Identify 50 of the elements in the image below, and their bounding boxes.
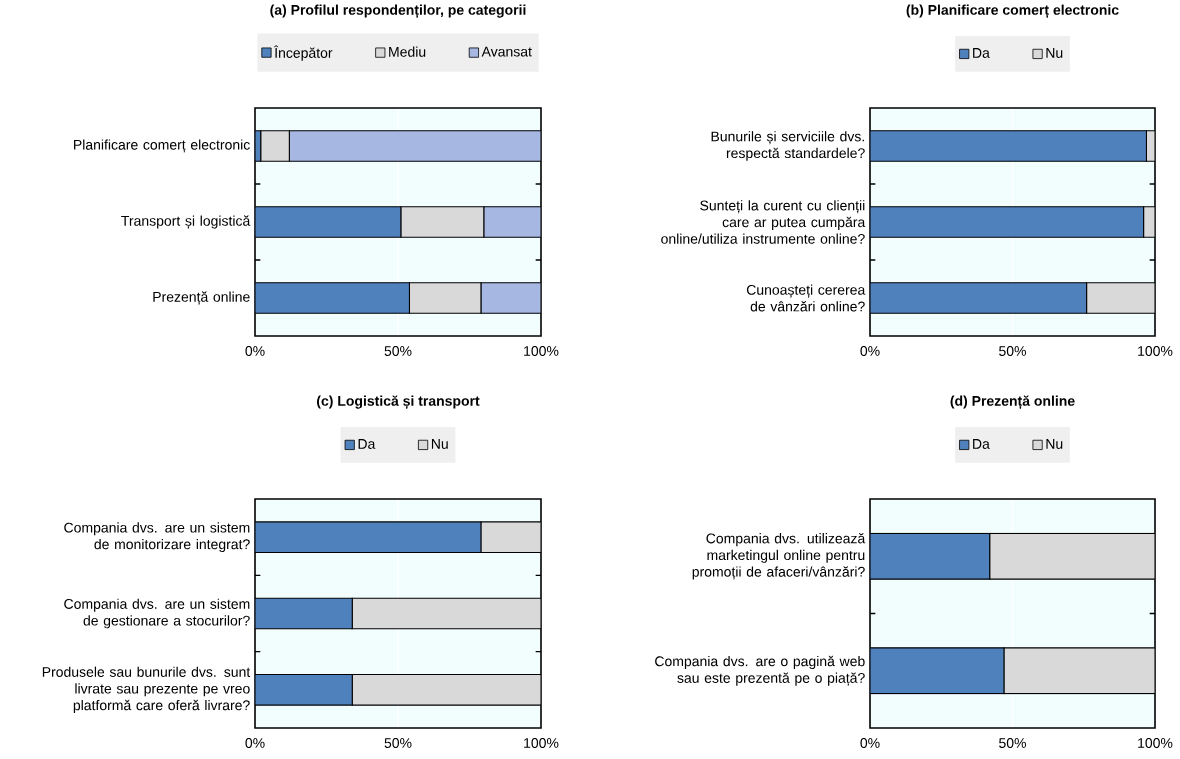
y-tick-label: Compania dvs. utilizează marketingul online pentru promoții de afaceri/vânzări? <box>692 532 866 580</box>
y-tick-label: Prezență online <box>153 291 250 305</box>
y-tick-label: Bunurile și serviciile dvs. respectă standardele? <box>711 131 865 161</box>
legend-label: Da <box>358 439 376 449</box>
bar <box>480 521 541 553</box>
y-tick-label: Sunteți la curent cu clienții care ar putea cumpăra online/utiliza instrumente online? <box>661 200 866 244</box>
bar <box>255 674 353 706</box>
legend-label: Nu <box>431 439 448 449</box>
bar <box>288 130 541 162</box>
y-tick-label: Compania dvs. are o pagină web sau este prezentă pe o piață? <box>655 655 865 686</box>
x-tick-label: 100% <box>524 346 559 356</box>
legend-label: Mediu <box>389 46 426 57</box>
chart-title: (b) Planificare comerț electronic <box>906 4 1119 18</box>
chart-title: (d) Prezență online <box>950 395 1075 409</box>
x-tick-label: 50% <box>384 738 412 748</box>
y-tick-label: Planificare comerț electronic <box>74 139 250 153</box>
legend-label: Nu <box>1046 439 1063 449</box>
bar <box>255 521 482 553</box>
y-tick-label: Compania dvs. are un sistem de monitorizare integrat? <box>64 522 250 553</box>
legend-label: Începător <box>273 45 333 61</box>
bar <box>870 130 1147 162</box>
chart-title: (a) Profilul respondenților, pe categorii <box>270 4 526 18</box>
bar <box>351 674 541 706</box>
x-tick-label: 50% <box>999 346 1026 356</box>
bar <box>870 282 1088 314</box>
bar <box>255 282 410 314</box>
x-tick-label: 0% <box>245 346 265 356</box>
legend-label: Da <box>973 439 990 449</box>
chart-title: (c) Logistică și transport <box>317 395 480 409</box>
y-tick-label: Transport și logistică <box>121 215 251 229</box>
legend-label: Avansat <box>481 46 532 57</box>
y-tick-label: Produsele sau bunurile dvs. sunt livrate sau prezente pe vreo platformă care oferă livrare? <box>42 666 251 714</box>
x-tick-label: 50% <box>384 346 412 356</box>
x-tick-label: 0% <box>860 738 880 748</box>
x-tick-label: 0% <box>860 346 880 356</box>
bar <box>480 282 541 314</box>
bar <box>255 206 402 238</box>
y-tick-label: Cunoașteți cererea de vânzări online? <box>746 284 866 312</box>
x-tick-label: 0% <box>245 738 265 748</box>
bar <box>870 206 1145 238</box>
bar <box>255 597 353 630</box>
legend-label: Da <box>973 48 990 58</box>
bar <box>483 206 541 238</box>
x-tick-label: 100% <box>524 738 559 748</box>
y-tick-label: Compania dvs. are un sistem de gestionare a stocurilor? <box>64 598 250 629</box>
legend-label: Nu <box>1046 48 1063 58</box>
bar <box>351 597 541 630</box>
x-tick-label: 50% <box>999 738 1026 748</box>
x-tick-label: 100% <box>1138 738 1173 748</box>
x-tick-label: 100% <box>1138 346 1173 356</box>
